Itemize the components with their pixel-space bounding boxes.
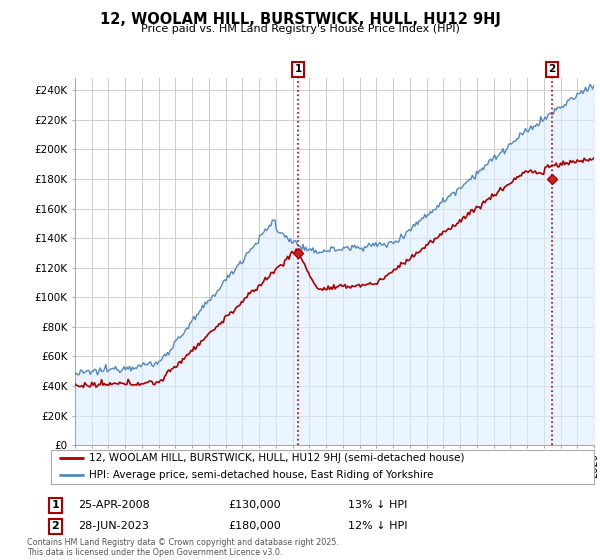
Text: £180,000: £180,000 (228, 521, 281, 531)
Text: 1: 1 (295, 64, 302, 74)
Text: 13% ↓ HPI: 13% ↓ HPI (348, 500, 407, 510)
Text: 2: 2 (548, 64, 556, 74)
Text: 12, WOOLAM HILL, BURSTWICK, HULL, HU12 9HJ: 12, WOOLAM HILL, BURSTWICK, HULL, HU12 9… (100, 12, 500, 27)
Text: £130,000: £130,000 (228, 500, 281, 510)
Text: 1: 1 (52, 500, 59, 510)
Text: 25-APR-2008: 25-APR-2008 (78, 500, 150, 510)
Text: HPI: Average price, semi-detached house, East Riding of Yorkshire: HPI: Average price, semi-detached house,… (89, 470, 433, 480)
Text: 28-JUN-2023: 28-JUN-2023 (78, 521, 149, 531)
Text: 12, WOOLAM HILL, BURSTWICK, HULL, HU12 9HJ (semi-detached house): 12, WOOLAM HILL, BURSTWICK, HULL, HU12 9… (89, 454, 464, 463)
Text: Contains HM Land Registry data © Crown copyright and database right 2025.
This d: Contains HM Land Registry data © Crown c… (27, 538, 339, 557)
Text: 12% ↓ HPI: 12% ↓ HPI (348, 521, 407, 531)
Text: Price paid vs. HM Land Registry's House Price Index (HPI): Price paid vs. HM Land Registry's House … (140, 24, 460, 34)
Text: 2: 2 (52, 521, 59, 531)
